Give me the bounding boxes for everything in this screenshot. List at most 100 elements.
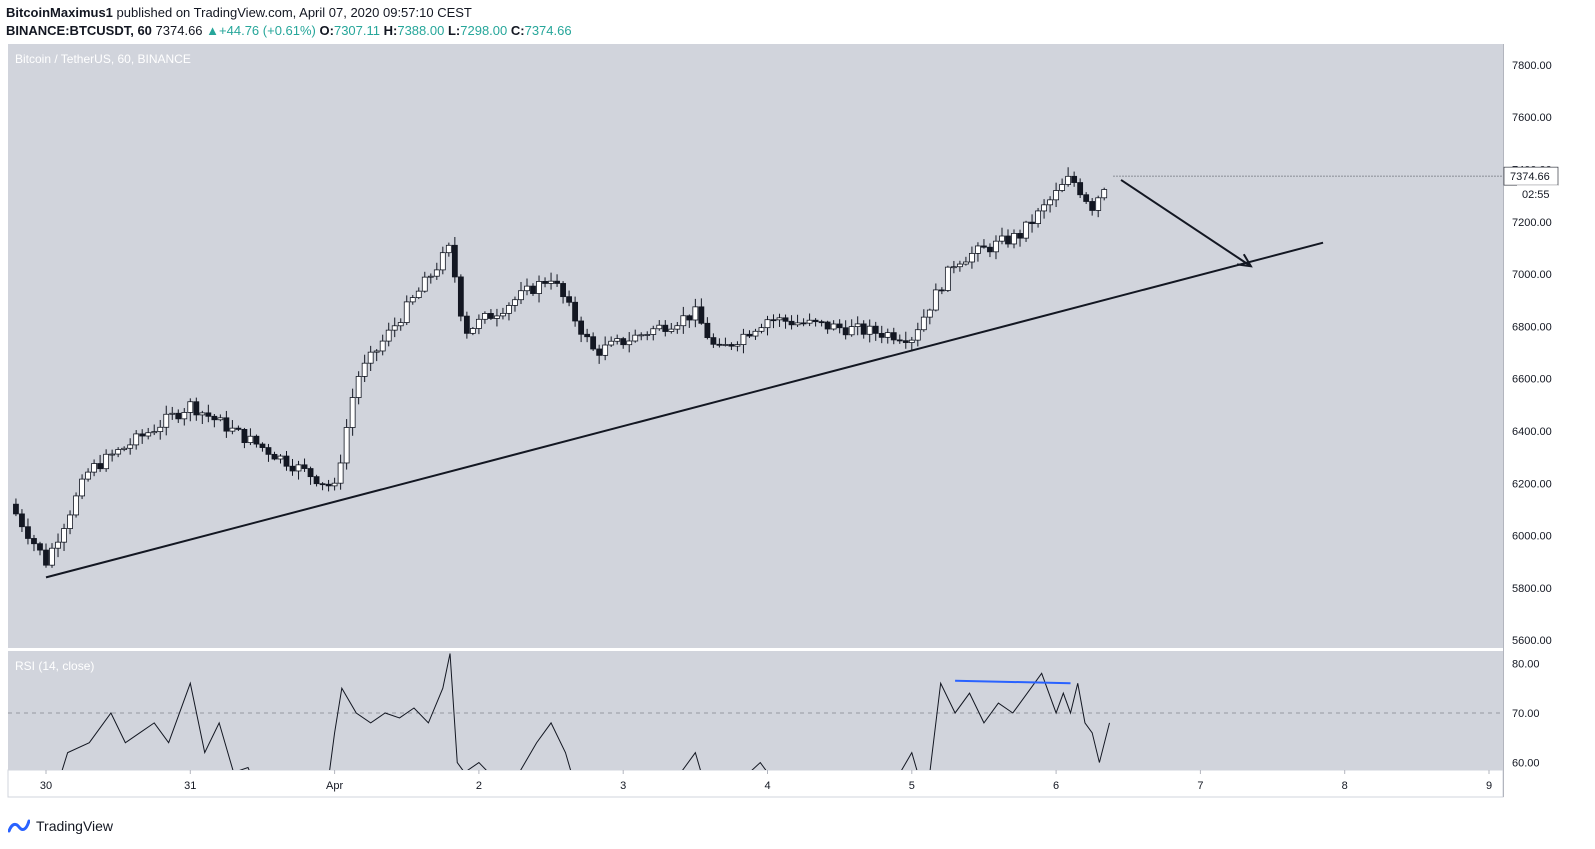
candle-body [554,280,560,284]
low-label: L: [447,23,461,38]
candle [530,283,536,296]
time-tick-label: 5 [909,780,915,792]
price-tick-label: 7600.00 [1512,112,1552,124]
candle [253,434,260,448]
open-label: O: [319,23,334,38]
candle-body [842,327,849,336]
time-tick-label: 3 [620,780,626,792]
candle-body [163,413,170,428]
candle-body [530,285,536,294]
tradingview-footer[interactable]: TradingView [8,818,113,834]
author-name[interactable]: BitcoinMaximus1 [6,5,113,20]
price-tick-label: 6600.00 [1512,374,1552,386]
candle [614,334,621,345]
candle [313,474,320,487]
candle-body [866,325,873,335]
candle-body [566,296,572,303]
candle-body [373,350,380,353]
support-trendline [45,241,1324,579]
candle-body [421,276,428,292]
candle [482,311,488,324]
candle-body [878,332,885,338]
candle-body [1005,235,1011,245]
price-tick-label: 7200.00 [1512,217,1552,229]
candle-body [115,449,122,455]
price-tick-label: 7000.00 [1512,269,1552,281]
candle [776,313,783,327]
candle-body [920,316,927,331]
candle-body [824,321,831,330]
candle-body [403,301,410,323]
candle-body [289,465,296,472]
candle [307,466,314,485]
price-pane [8,44,1503,648]
candle-body [1101,189,1108,199]
candle-body [343,427,350,464]
candle-body [938,289,945,292]
candle [722,337,729,347]
candle-body [463,315,470,334]
candle [698,298,705,325]
candle [884,328,891,344]
candle-body [337,462,344,484]
candle [403,295,410,326]
projection-arrow [1120,179,1252,268]
candle [650,325,657,341]
candle-body [1059,184,1066,191]
projection-arrow-head [1236,253,1253,268]
last-price-tag-label: 7374.66 [1510,171,1550,183]
candle-body [536,281,542,294]
candle-body [608,340,615,346]
candle-body [415,290,422,298]
candle [578,316,585,343]
candle-body [145,432,152,437]
candle [439,246,446,275]
rsi-pane-title: RSI (14, close) [15,659,94,673]
candle [229,420,236,435]
candle-body [758,327,765,332]
candle-body [662,324,669,332]
candle [842,320,849,340]
candle-body [692,306,699,321]
candle [379,334,386,356]
candle [975,242,981,262]
candle-body [836,323,843,329]
candle [211,414,218,428]
candle-body [524,285,530,292]
candle [223,410,230,438]
candle-body [596,348,603,356]
candle [692,298,699,328]
candle [632,329,639,343]
candle [764,315,771,336]
candle [355,371,362,405]
candle-body [1065,175,1072,185]
candle [235,425,242,431]
candle [1041,199,1047,219]
candle-body [301,464,308,469]
candle-body [806,319,813,324]
candle-body [674,325,681,330]
candle [463,311,470,339]
rsi-pane [8,651,1503,770]
candle-body [169,412,176,415]
candle-body [253,435,260,445]
candle-body [1017,233,1023,239]
candle [343,419,350,470]
candle [866,319,873,343]
candle-body [397,322,404,327]
candle [289,458,296,476]
candle-body [319,483,326,486]
candle-body [812,319,819,323]
candle [926,308,933,325]
candle [830,320,837,331]
candle [445,242,452,257]
candle [421,271,428,293]
countdown-tag [1517,185,1558,204]
candle-body [818,321,825,324]
high-label: H: [383,23,398,38]
candle-body [229,427,236,432]
candle-body [680,315,687,327]
publish-header: BitcoinMaximus1 published on TradingView… [6,4,472,22]
candle [1101,187,1108,201]
